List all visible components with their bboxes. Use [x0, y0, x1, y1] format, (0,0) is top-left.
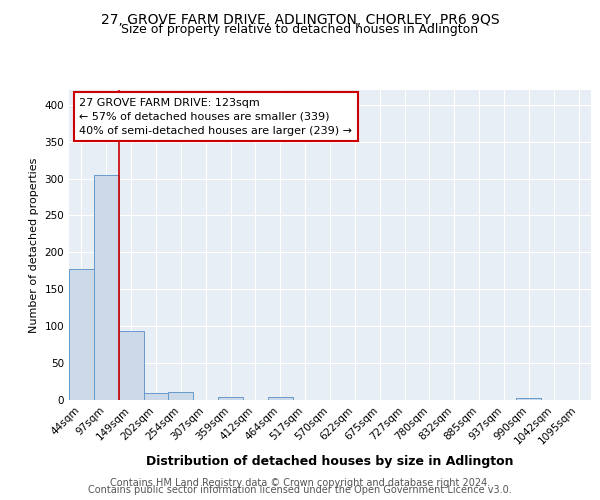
Bar: [119, 332, 143, 400]
X-axis label: Distribution of detached houses by size in Adlington: Distribution of detached houses by size …: [146, 454, 514, 468]
Bar: [517, 398, 541, 400]
Bar: [143, 394, 169, 400]
Text: Size of property relative to detached houses in Adlington: Size of property relative to detached ho…: [121, 22, 479, 36]
Bar: [218, 397, 243, 400]
Bar: [268, 397, 293, 400]
Y-axis label: Number of detached properties: Number of detached properties: [29, 158, 39, 332]
Bar: [94, 175, 119, 400]
Bar: [169, 392, 193, 400]
Text: Contains HM Land Registry data © Crown copyright and database right 2024.: Contains HM Land Registry data © Crown c…: [110, 478, 490, 488]
Text: Contains public sector information licensed under the Open Government Licence v3: Contains public sector information licen…: [88, 485, 512, 495]
Text: 27, GROVE FARM DRIVE, ADLINGTON, CHORLEY, PR6 9QS: 27, GROVE FARM DRIVE, ADLINGTON, CHORLEY…: [101, 12, 499, 26]
Text: 27 GROVE FARM DRIVE: 123sqm
← 57% of detached houses are smaller (339)
40% of se: 27 GROVE FARM DRIVE: 123sqm ← 57% of det…: [79, 98, 352, 136]
Bar: [69, 270, 94, 400]
